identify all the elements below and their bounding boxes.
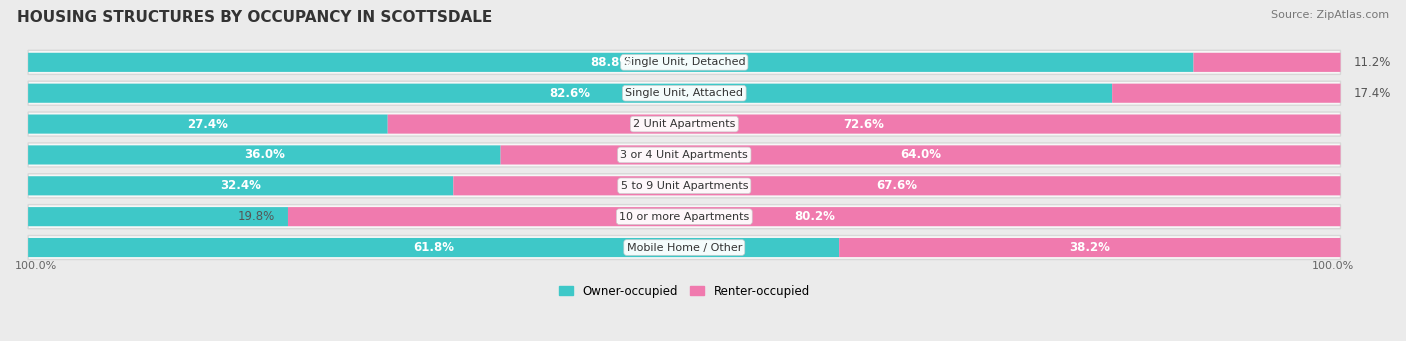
FancyBboxPatch shape [453,176,1340,195]
FancyBboxPatch shape [288,207,1340,226]
Text: 3 or 4 Unit Apartments: 3 or 4 Unit Apartments [620,150,748,160]
FancyBboxPatch shape [1112,84,1340,103]
FancyBboxPatch shape [28,145,501,164]
FancyBboxPatch shape [28,50,1340,74]
Text: Single Unit, Attached: Single Unit, Attached [626,88,744,98]
FancyBboxPatch shape [28,81,1340,105]
FancyBboxPatch shape [388,115,1340,134]
Text: Mobile Home / Other: Mobile Home / Other [627,242,742,253]
Text: Source: ZipAtlas.com: Source: ZipAtlas.com [1271,10,1389,20]
Text: 100.0%: 100.0% [1312,261,1354,271]
FancyBboxPatch shape [28,53,1194,72]
Text: 80.2%: 80.2% [794,210,835,223]
FancyBboxPatch shape [1194,53,1340,72]
Text: 61.8%: 61.8% [413,241,454,254]
Text: 11.2%: 11.2% [1354,56,1391,69]
Text: 19.8%: 19.8% [238,210,274,223]
FancyBboxPatch shape [28,84,1112,103]
Text: 5 to 9 Unit Apartments: 5 to 9 Unit Apartments [620,181,748,191]
Text: 27.4%: 27.4% [187,118,228,131]
Text: 72.6%: 72.6% [844,118,884,131]
FancyBboxPatch shape [28,236,1340,260]
FancyBboxPatch shape [28,174,1340,198]
FancyBboxPatch shape [28,112,1340,136]
Text: 38.2%: 38.2% [1070,241,1111,254]
FancyBboxPatch shape [839,238,1340,257]
Text: HOUSING STRUCTURES BY OCCUPANCY IN SCOTTSDALE: HOUSING STRUCTURES BY OCCUPANCY IN SCOTT… [17,10,492,25]
Text: Single Unit, Detached: Single Unit, Detached [623,57,745,67]
FancyBboxPatch shape [501,145,1340,164]
Legend: Owner-occupied, Renter-occupied: Owner-occupied, Renter-occupied [554,280,814,302]
Text: 10 or more Apartments: 10 or more Apartments [619,212,749,222]
Text: 36.0%: 36.0% [243,148,285,161]
Text: 67.6%: 67.6% [876,179,918,192]
Text: 32.4%: 32.4% [221,179,262,192]
Text: 64.0%: 64.0% [900,148,941,161]
Text: 88.8%: 88.8% [591,56,631,69]
FancyBboxPatch shape [28,238,839,257]
FancyBboxPatch shape [28,115,388,134]
FancyBboxPatch shape [28,205,1340,229]
Text: 82.6%: 82.6% [550,87,591,100]
Text: 2 Unit Apartments: 2 Unit Apartments [633,119,735,129]
FancyBboxPatch shape [28,207,288,226]
FancyBboxPatch shape [28,176,453,195]
Text: 100.0%: 100.0% [15,261,58,271]
Text: 17.4%: 17.4% [1354,87,1391,100]
FancyBboxPatch shape [28,143,1340,167]
